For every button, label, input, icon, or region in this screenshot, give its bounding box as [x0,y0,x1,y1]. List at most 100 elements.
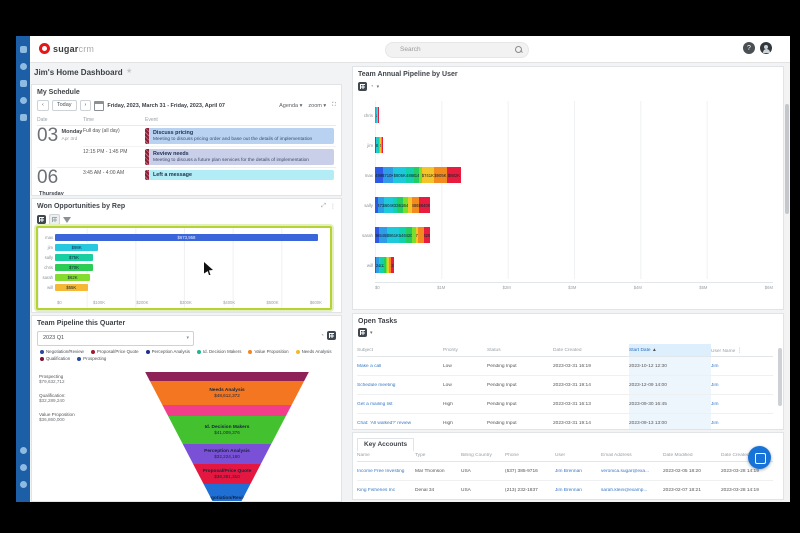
stacked-bar[interactable]: $412K [375,107,387,123]
sidebar-home-icon[interactable] [19,46,27,53]
bar[interactable]: $62K [55,273,91,281]
legend-item[interactable]: Perception Analysis [145,349,190,354]
bar[interactable]: $55K [55,283,88,291]
user-avatar[interactable] [760,42,772,54]
col-header[interactable]: Date Created [553,347,582,353]
fullscreen-icon[interactable]: ⛶ [332,102,336,108]
chevron-down-icon[interactable]: ▾ [370,329,373,336]
view-select[interactable]: Agenda ▾ [279,102,303,109]
legend-item[interactable]: Negotiation/Review [40,349,84,354]
user-filter-icon[interactable]: ◔ [320,332,324,339]
task-user-link[interactable]: Jim [711,401,719,407]
list-view-icon[interactable] [49,214,60,225]
col-header[interactable]: User Name ⋮ [711,347,743,354]
account-row[interactable]: Income Free Investing Mar Thomson USA (5… [357,462,773,481]
kebab-menu-icon[interactable]: ⋮ [736,347,743,354]
bar[interactable]: $673,958 [55,233,318,241]
kebab-menu-icon[interactable]: ⋮ [330,204,336,210]
today-button[interactable]: Today [51,100,77,111]
user-filter-icon[interactable]: ◔ [370,83,374,90]
stacked-bar[interactable]: $324K$219K$513K $433K [375,257,423,273]
quarter-filter-select[interactable]: 2023 Q1 ▾ [37,331,194,346]
filter-icon[interactable] [63,216,71,223]
help-button[interactable]: ? [743,42,755,54]
sidebar-clock-icon[interactable] [19,63,27,70]
chart-type-icon[interactable] [327,331,336,340]
account-user-link[interactable]: Jim Brennan [555,468,582,474]
grid-view-icon[interactable] [358,328,367,337]
task-user-link[interactable]: Jim [711,420,719,426]
sidebar-reports-icon[interactable] [19,97,27,104]
sidebar-calendar-icon[interactable] [19,114,27,121]
sidebar-profile-icon[interactable] [19,481,27,488]
legend-item[interactable]: Qualification [40,356,70,361]
col-header[interactable]: Billing Country [461,452,492,458]
calendar-event[interactable]: Discuss pricing Meeting to discuss prici… [145,128,334,144]
account-user-link[interactable]: Jim Brennan [555,487,582,493]
bar[interactable]: $70K [55,263,93,271]
prev-button[interactable]: ‹ [37,100,49,111]
legend-item[interactable]: Proposal/Price Quote [90,349,139,354]
scrollbar-thumb[interactable] [785,104,789,214]
col-header[interactable]: Type [415,452,426,458]
legend-item[interactable]: Value Proposition [248,349,289,354]
funnel-segment[interactable] [145,405,309,416]
bar[interactable]: $98K [55,243,99,251]
task-user-link[interactable]: Jim [711,363,719,369]
task-subject-link[interactable]: Make a call [357,363,382,369]
stacked-bar[interactable]: $296K$545K$861K$546K$420K$171K $428K [375,227,460,243]
legend-item[interactable]: Needs Analysis [295,349,332,354]
funnel-segment[interactable]: Negotiation/Review$29,963,312 [145,484,309,501]
col-header[interactable]: Phone [505,452,519,458]
search-icon[interactable] [515,46,522,53]
task-subject-link[interactable]: Schedule meeting [357,382,396,388]
calendar-event[interactable]: Left a message [145,170,334,180]
funnel-chart[interactable]: Needs Analysis $48,612,372 Id. Decision M… [145,372,309,501]
funnel-segment[interactable]: Proposal/Price Quote $38,381,310 [145,464,309,484]
col-header[interactable]: Subject [357,347,373,353]
col-header[interactable]: Status [487,347,501,353]
task-user-link[interactable]: Jim [711,382,719,388]
sugarcrm-logo[interactable]: sugarcrm [39,43,94,54]
task-row[interactable]: Chat: 'All walked?' review High Pending … [357,414,773,429]
task-subject-link[interactable]: Get a mailing list [357,401,393,407]
sidebar-settings-icon[interactable] [19,464,27,471]
col-header[interactable]: User [555,452,566,458]
calendar-event[interactable]: Review needs Meeting to discuss a future… [145,149,334,165]
task-row[interactable]: Schedule meeting Low Pending Input 2023-… [357,376,773,395]
account-name-link[interactable]: King Fisheries Inc [357,487,396,493]
stacked-bar[interactable]: $380K$268K [375,137,399,153]
expand-icon[interactable]: ⤢ [321,203,326,209]
task-row[interactable]: Make a call Low Pending Input 2023-03-31… [357,357,773,376]
account-name-link[interactable]: Income Free Investing [357,468,405,474]
legend-item[interactable]: Id. Decision Makers [196,349,241,354]
chevron-down-icon[interactable]: ▾ [376,83,380,90]
won-opps-chart[interactable]: max $673,958 jim $98K sally $75K chris $… [36,226,332,310]
zoom-select[interactable]: zoom ▾ [308,102,327,109]
legend-item[interactable]: Prospecting [77,356,106,361]
favorite-star-icon[interactable]: ★ [126,68,133,75]
table-scrollbar[interactable] [778,348,782,406]
account-email-link[interactable]: veronica.sugar@exa... [601,468,650,474]
col-header[interactable]: Priority [443,347,458,353]
stacked-bar[interactable]: $499K$710K$805K$486K$314K$741K$905K$882K [375,167,472,183]
annual-chart-plot[interactable] [375,101,773,279]
account-row[interactable]: King Fisheries Inc Denal 34 USA (213) 23… [357,481,773,499]
stacked-bar[interactable]: $473K$604K$333K$361K$364K$486K$840K [375,197,460,213]
funnel-segment[interactable]: Perception Analysis $32,224,180 [145,444,309,464]
funnel-segment[interactable]: Needs Analysis $48,612,372 [145,381,309,405]
task-row[interactable]: Get a mailing list High Pending Input 20… [357,395,773,414]
col-header[interactable]: Email Address [601,452,632,458]
funnel-segment[interactable]: Id. Decision Makers $41,009,376 [145,416,309,444]
col-header-sorted[interactable]: Start Date ▲ [629,344,711,356]
assistant-fab[interactable] [748,446,771,469]
bar[interactable]: $75K [55,253,93,261]
account-email-link[interactable]: sarah.klein@examp... [601,487,648,493]
grid-view-icon[interactable] [358,82,367,91]
col-header[interactable]: Date Modified [663,452,693,458]
next-button[interactable]: › [79,100,92,111]
sidebar-help-icon[interactable] [19,447,27,454]
page-scrollbar[interactable] [784,62,790,502]
sidebar-modules-icon[interactable] [19,80,27,87]
task-subject-link[interactable]: Chat: 'All walked?' review [357,420,412,426]
